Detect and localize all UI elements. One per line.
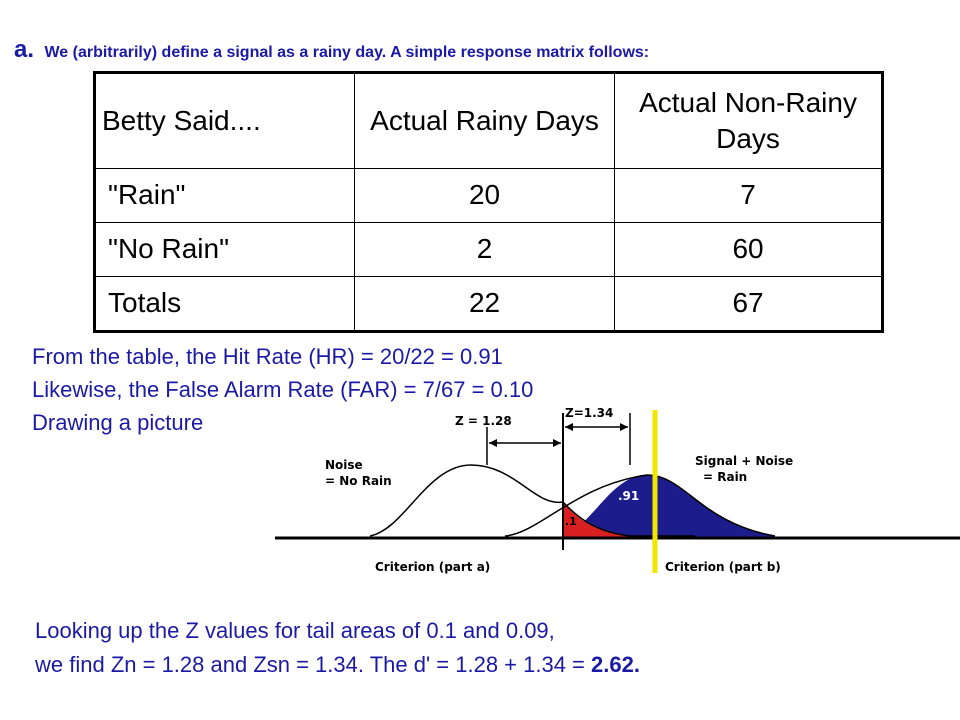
part-letter: a. <box>14 36 35 63</box>
arrow-head <box>553 439 561 447</box>
signal-curve <box>504 474 776 537</box>
header-non-rainy-days: Actual Non-Rainy Days <box>614 72 883 169</box>
row-label: "Rain" <box>93 168 356 223</box>
z-left-label: Z = 1.28 <box>455 414 512 428</box>
arrow-head <box>565 423 573 431</box>
row-label: Totals <box>93 276 356 332</box>
intro-text: We (arbitrarily) define a signal as a ra… <box>44 44 650 61</box>
noise-tail-area <box>563 502 630 538</box>
d-prime-result: 2.62. <box>591 652 640 677</box>
row-label: "No Rain" <box>93 222 356 277</box>
z-right-label: Z=1.34 <box>565 406 613 420</box>
explanation-lines: From the table, the Hit Rate (HR) = 20/2… <box>32 340 533 439</box>
signal-area <box>563 475 775 538</box>
signal-label-2: = Rain <box>703 470 747 484</box>
cell-nonrainy: 7 <box>614 168 883 223</box>
signal-detection-figure: Z = 1.28 Z=1.34 Noise = No Rain Signal +… <box>275 406 960 574</box>
conclusion-text: we find Zn = 1.28 and Zsn = 1.34. The d'… <box>35 652 592 677</box>
area-big-label: .91 <box>618 489 639 503</box>
criterion-a-label: Criterion (part a) <box>375 560 490 574</box>
heading: a. We (arbitrarily) define a signal as a… <box>14 36 649 64</box>
conclusion-line-1: Looking up the Z values for tail areas o… <box>35 618 555 643</box>
cell-rainy: 22 <box>354 276 616 332</box>
header-betty-said: Betty Said.... <box>93 72 356 169</box>
noise-label-2: = No Rain <box>325 474 392 488</box>
conclusion-line-2: we find Zn = 1.28 and Zsn = 1.34. The d'… <box>35 648 640 682</box>
arrow-head <box>620 423 628 431</box>
drawing-line: Drawing a picture <box>32 410 204 435</box>
arrow-head <box>489 439 497 447</box>
table-header-row: Betty Said.... Actual Rainy Days Actual … <box>93 72 883 169</box>
noise-curve <box>369 464 695 537</box>
response-matrix: Betty Said.... Actual Rainy Days Actual … <box>93 71 884 333</box>
signal-label-1: Signal + Noise <box>695 454 793 468</box>
table-row: "No Rain" 2 60 <box>93 222 883 277</box>
header-rainy-days: Actual Rainy Days <box>354 72 616 169</box>
hit-rate-line: From the table, the Hit Rate (HR) = 20/2… <box>32 344 503 369</box>
table-row: Totals 22 67 <box>93 276 883 332</box>
area-small-label: .1 <box>565 515 577 528</box>
criterion-b-label: Criterion (part b) <box>665 560 781 574</box>
conclusion: Looking up the Z values for tail areas o… <box>35 614 640 682</box>
cell-rainy: 20 <box>354 168 616 223</box>
noise-label-1: Noise <box>325 458 363 472</box>
cell-rainy: 2 <box>354 222 616 277</box>
table-row: "Rain" 20 7 <box>93 168 883 223</box>
false-alarm-line: Likewise, the False Alarm Rate (FAR) = 7… <box>32 377 534 402</box>
cell-nonrainy: 60 <box>614 222 883 277</box>
cell-nonrainy: 67 <box>614 276 883 332</box>
